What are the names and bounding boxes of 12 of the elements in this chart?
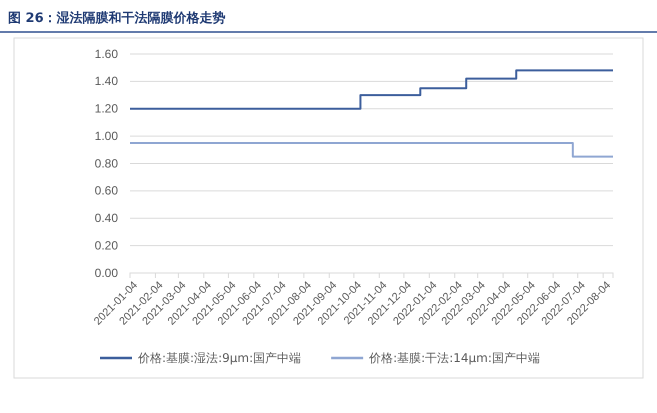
y-tick-label: 1.40 — [94, 74, 118, 88]
y-tick-label: 0.80 — [94, 156, 118, 170]
y-tick-label: 0.20 — [94, 238, 118, 252]
legend-label: 价格:基膜:湿法:9μm:国产中端 — [137, 351, 302, 365]
y-tick-label: 0.40 — [94, 211, 118, 226]
y-tick-label: 0.60 — [94, 184, 118, 198]
legend-label: 价格:基膜:干法:14μm:国产中端 — [368, 351, 540, 365]
y-tick-label: 1.20 — [94, 102, 118, 116]
chart-title: 图 26：湿法隔膜和干法隔膜价格走势 — [8, 10, 226, 26]
y-tick-label: 0.00 — [94, 266, 118, 280]
y-tick-label: 1.00 — [94, 128, 118, 143]
y-tick-label: 1.60 — [94, 46, 118, 61]
